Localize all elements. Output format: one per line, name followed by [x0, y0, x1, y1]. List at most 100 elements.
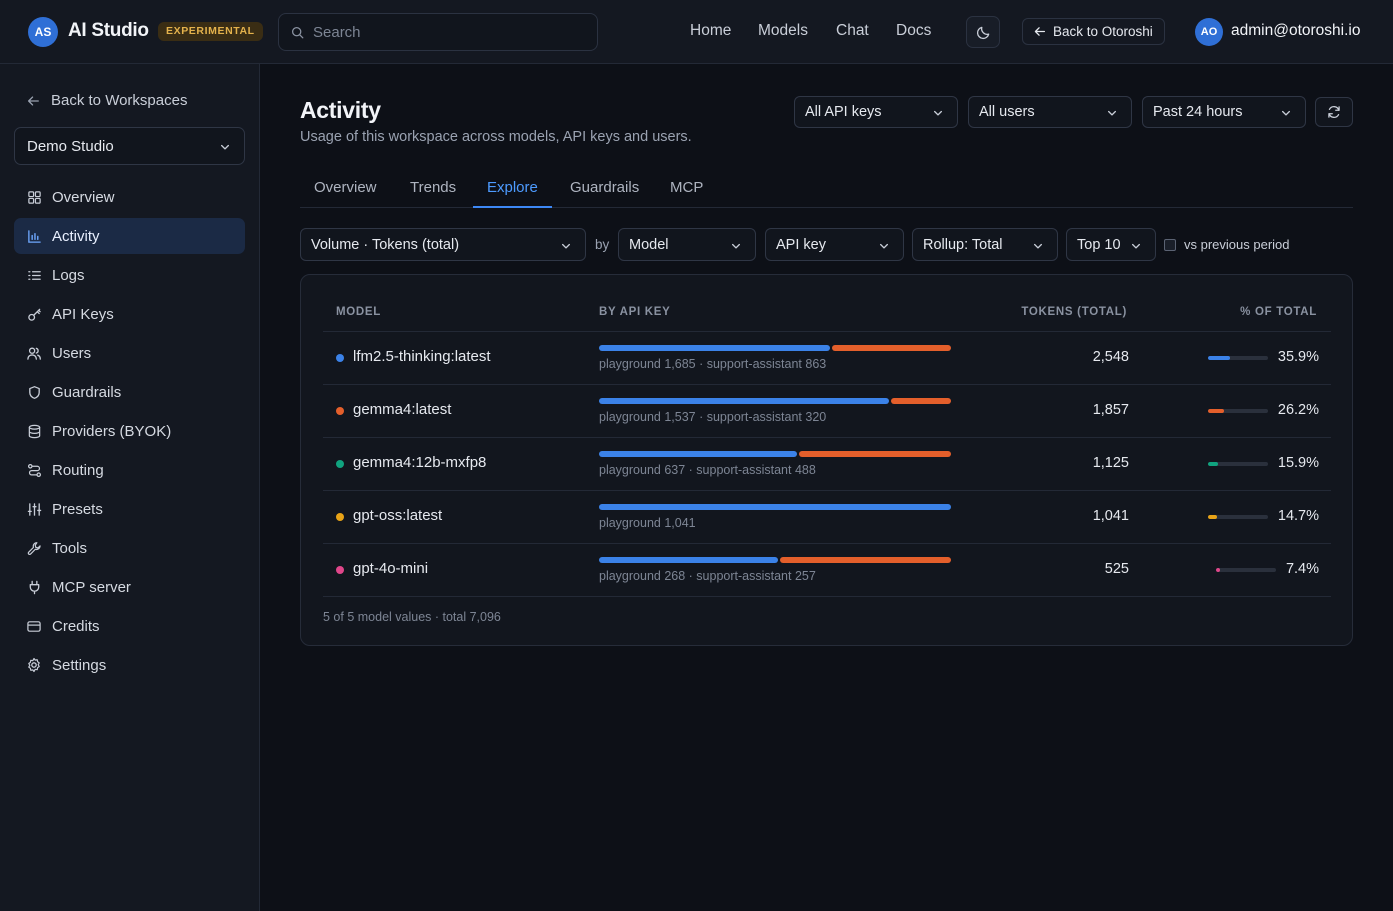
compare-checkbox[interactable]	[1164, 238, 1176, 251]
model-color-dot	[336, 407, 344, 415]
table-row[interactable]: gpt-oss:latest playground 1,041 1,041 14…	[323, 491, 1331, 544]
bar-segment-playground	[599, 451, 797, 457]
sidebar-item-tools[interactable]: Tools	[14, 530, 245, 566]
percent-value: 14.7%	[1277, 508, 1319, 524]
sidebar-item-label: Providers (BYOK)	[52, 422, 172, 440]
model-color-dot	[336, 460, 344, 468]
refresh-icon	[1327, 105, 1341, 119]
tab-trends[interactable]: Trends	[410, 179, 457, 196]
grid-icon	[26, 189, 42, 205]
bar-segment-playground	[599, 398, 889, 404]
top-n-select[interactable]: Top 10	[1066, 228, 1156, 261]
wrench-icon	[26, 540, 42, 556]
compare-label: vs previous period	[1184, 237, 1290, 252]
tab-overview[interactable]: Overview	[314, 179, 377, 196]
nav-docs[interactable]: Docs	[896, 22, 932, 39]
model-name: gpt-oss:latest	[353, 507, 443, 524]
sidebar-item-settings[interactable]: Settings	[14, 647, 245, 683]
column-header-by-api-key: BY API KEY	[599, 306, 671, 318]
sidebar-item-overview[interactable]: Overview	[14, 179, 245, 215]
api-keys-filter[interactable]: All API keys	[794, 96, 958, 128]
nav-chat[interactable]: Chat	[836, 22, 869, 39]
sidebar-item-logs[interactable]: Logs	[14, 257, 245, 293]
api-key-breakdown-bar	[599, 451, 951, 457]
sidebar-item-api-keys[interactable]: API Keys	[14, 296, 245, 332]
search-input[interactable]	[313, 14, 583, 50]
table-row[interactable]: gemma4:latest playground 1,537 · support…	[323, 385, 1331, 438]
model-name: lfm2.5-thinking:latest	[353, 348, 491, 365]
bar-segment-support-assistant	[799, 451, 951, 457]
user-avatar[interactable]: AO	[1195, 18, 1223, 46]
sidebar-item-mcp-server[interactable]: MCP server	[14, 569, 245, 605]
metric-select[interactable]: Volume · Tokens (total)	[300, 228, 586, 261]
model-color-dot	[336, 354, 344, 362]
tab-guardrails[interactable]: Guardrails	[570, 179, 640, 196]
split-by-select-value: API key	[776, 237, 826, 253]
sidebar-item-providers[interactable]: Providers (BYOK)	[14, 413, 245, 449]
sliders-icon	[26, 501, 42, 517]
model-name: gpt-4o-mini	[353, 560, 429, 577]
column-header-tokens[interactable]: TOKENS (TOTAL)	[1021, 306, 1127, 318]
sidebar-item-users[interactable]: Users	[14, 335, 245, 371]
chevron-down-icon	[932, 107, 944, 119]
user-email[interactable]: admin@otoroshi.io	[1231, 22, 1361, 39]
api-keys-filter-value: All API keys	[805, 104, 882, 120]
route-icon	[26, 462, 42, 478]
token-count: 1,125	[1092, 455, 1129, 471]
group-by-select[interactable]: Model	[618, 228, 756, 261]
sidebar-item-routing[interactable]: Routing	[14, 452, 245, 488]
percent-value: 35.9%	[1277, 349, 1319, 365]
gear-icon	[26, 657, 42, 673]
sidebar-item-label: Credits	[52, 617, 100, 635]
refresh-button[interactable]	[1315, 97, 1353, 127]
split-by-select[interactable]: API key	[765, 228, 904, 261]
users-filter[interactable]: All users	[968, 96, 1132, 128]
table-row[interactable]: lfm2.5-thinking:latest playground 1,685 …	[323, 332, 1331, 385]
back-to-otoroshi-button[interactable]: Back to Otoroshi	[1022, 18, 1165, 45]
bar-segment-playground	[599, 345, 830, 351]
api-key-breakdown-text: playground 637 · support-assistant 488	[599, 463, 816, 477]
group-by-select-value: Model	[629, 237, 669, 253]
nav-models[interactable]: Models	[758, 22, 808, 39]
workspace-select[interactable]: Demo Studio	[14, 127, 245, 165]
percent-value: 7.4%	[1285, 561, 1319, 577]
table-row[interactable]: gpt-4o-mini playground 268 · support-ass…	[323, 544, 1331, 597]
sidebar-item-label: Activity	[52, 227, 100, 245]
column-header-percent[interactable]: % OF TOTAL	[1240, 306, 1317, 318]
sidebar-item-credits[interactable]: Credits	[14, 608, 245, 644]
bar-chart-icon	[26, 228, 42, 244]
tab-mcp[interactable]: MCP	[670, 179, 704, 196]
rollup-select-value: Rollup: Total	[923, 237, 1003, 253]
sidebar-item-guardrails[interactable]: Guardrails	[14, 374, 245, 410]
chevron-down-icon	[560, 240, 572, 252]
percent-bar	[1208, 409, 1268, 413]
back-to-workspaces-link[interactable]: Back to Workspaces	[26, 92, 187, 109]
header-divider	[323, 331, 1331, 332]
sidebar-item-presets[interactable]: Presets	[14, 491, 245, 527]
nav-home[interactable]: Home	[690, 22, 732, 39]
top-n-select-value: Top 10	[1077, 237, 1121, 253]
column-header-model[interactable]: MODEL	[336, 306, 382, 318]
sidebar-item-label: MCP server	[52, 578, 131, 596]
tab-explore[interactable]: Explore	[473, 172, 552, 208]
percent-bar	[1208, 515, 1268, 519]
chevron-down-icon	[1130, 240, 1142, 252]
top-bar: AS AI Studio EXPERIMENTAL Home Models Ch…	[0, 0, 1393, 64]
token-count: 1,041	[1092, 508, 1129, 524]
time-range-filter[interactable]: Past 24 hours	[1142, 96, 1306, 128]
search-box[interactable]	[278, 13, 598, 51]
tab-bar: Overview Trends Explore Guardrails MCP	[300, 172, 1353, 208]
api-key-breakdown-bar	[599, 504, 951, 510]
theme-toggle-button[interactable]	[966, 16, 1000, 48]
credit-card-icon	[26, 618, 42, 634]
token-count: 2,548	[1092, 349, 1129, 365]
model-color-dot	[336, 566, 344, 574]
app-name[interactable]: AI Studio	[68, 20, 149, 41]
sidebar-item-activity[interactable]: Activity	[14, 218, 245, 254]
compare-toggle[interactable]: vs previous period	[1164, 237, 1290, 252]
percent-bar	[1208, 462, 1268, 466]
workspace-select-value: Demo Studio	[27, 138, 114, 155]
app-logo[interactable]: AS	[28, 17, 58, 47]
rollup-select[interactable]: Rollup: Total	[912, 228, 1058, 261]
table-row[interactable]: gemma4:12b-mxfp8 playground 637 · suppor…	[323, 438, 1331, 491]
